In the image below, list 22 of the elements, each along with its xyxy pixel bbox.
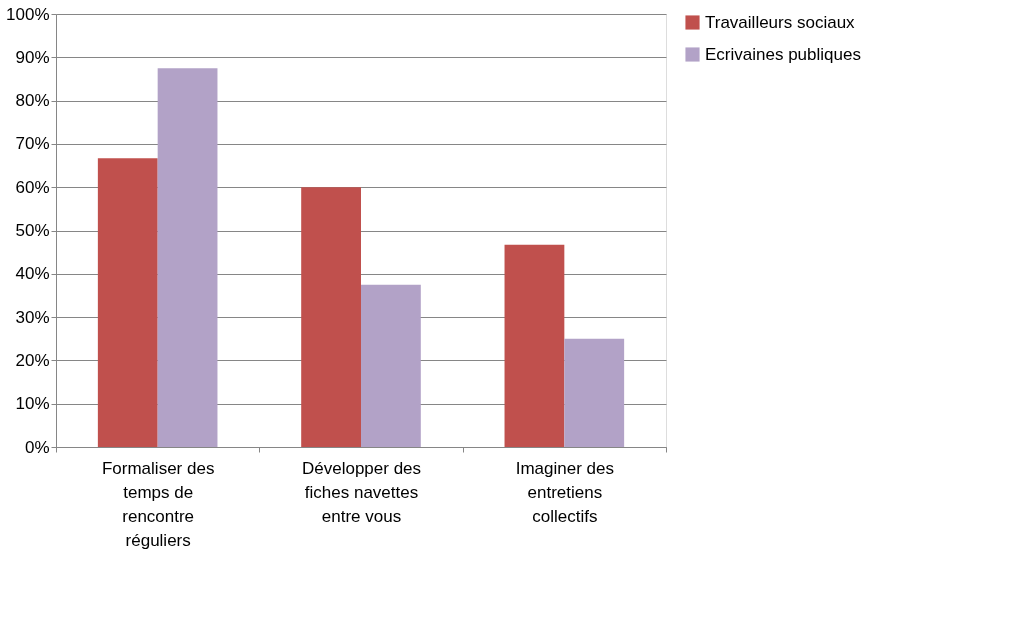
x-tick-label: Développer des fiches navettes entre vous: [301, 458, 422, 526]
y-tick-label: 60%: [15, 177, 50, 197]
y-tick-label: 20%: [15, 350, 50, 370]
bar: [97, 158, 158, 447]
bar: [157, 68, 218, 447]
y-tick-label: 100%: [6, 4, 50, 24]
y-tick-label: 50%: [15, 221, 50, 240]
x-tick-label: Imaginer des entretiens collectifs: [515, 458, 614, 526]
y-tick-label: 10%: [15, 394, 50, 414]
bar: [564, 338, 625, 447]
bar: [504, 244, 565, 447]
x-tick-label: Formaliser des temps de rencontre réguliers: [101, 458, 215, 550]
y-tick-label: 30%: [15, 307, 50, 327]
y-tick-label: 80%: [15, 91, 50, 111]
y-tick-label: 0%: [24, 437, 50, 457]
bar: [301, 187, 361, 447]
y-tick-label: 40%: [15, 264, 50, 284]
y-tick-label: 70%: [15, 134, 50, 154]
legend-label: Ecrivaines publiques: [705, 44, 861, 64]
bar: [361, 284, 421, 447]
y-tick-label: 90%: [15, 47, 50, 67]
legend-label: Travailleurs sociaux: [705, 12, 856, 32]
